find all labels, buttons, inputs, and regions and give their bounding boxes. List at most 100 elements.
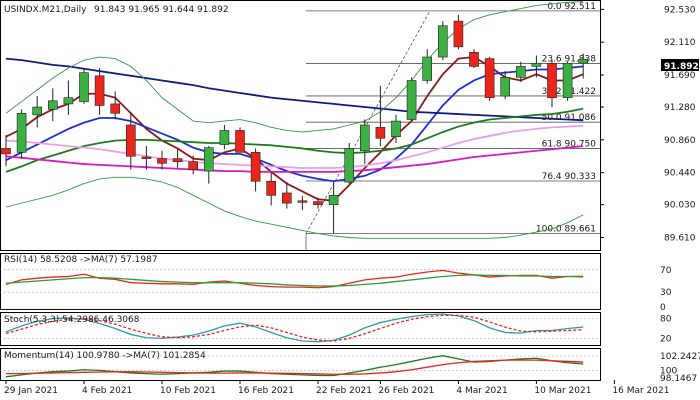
candle-body-33: [515, 66, 526, 78]
overlay-ma_green-3: [5, 107, 584, 173]
price-badge: 91.892: [661, 59, 699, 72]
x-tick-label-1: 4 Feb 2021: [82, 386, 132, 396]
rsi-ytick-label-0: 70: [660, 266, 672, 276]
price-ytick-label-3: 91.280: [664, 103, 696, 113]
candle-body-32: [500, 77, 511, 97]
overlay-ma_magenta-5: [5, 145, 584, 173]
candle-body-15: [235, 130, 245, 153]
price-ytick-label-1: 92.110: [664, 38, 696, 48]
momentum-title: Momentum(14) 100.9780 ->MA(7) 101.2854: [4, 351, 206, 361]
candle-body-25: [391, 120, 401, 138]
candle-body-3: [47, 100, 58, 110]
stoch-ytick-label-0: 80: [660, 315, 672, 325]
candle-body-10: [157, 158, 167, 164]
panel-frame-2: [0, 312, 601, 346]
candle-body-20: [313, 201, 323, 205]
candle-body-5: [79, 72, 89, 102]
momentum-series-1: [6, 359, 584, 375]
fib-label-6: 100.0 89.661: [536, 225, 596, 235]
candle-body-34: [531, 62, 542, 67]
x-tick-label-2: 10 Feb 2021: [160, 386, 216, 396]
stoch-series-1: [5, 314, 584, 342]
candle-body-22: [344, 148, 355, 183]
rsi-ytick-label-2: 0: [660, 303, 666, 313]
x-tick-label-3: 16 Feb 2021: [238, 386, 294, 396]
price-badge-value: 91.892: [664, 62, 699, 72]
candle-body-24: [375, 127, 386, 139]
overlay-ma_long-2: [5, 57, 584, 122]
overlay-bollinger-6: [5, 1, 584, 133]
rsi-panel: 70 30 0: [0, 266, 672, 313]
price-ytick-label-6: 90.030: [664, 201, 696, 211]
price-ytick-label-5: 90.440: [664, 169, 696, 179]
stoch-panel: 80 20: [0, 313, 672, 344]
x-tick-label-8: 16 Mar 2021: [612, 386, 669, 396]
candle-body-1: [16, 112, 27, 153]
momentum-ytick-label-2: 98.1467: [660, 374, 697, 384]
fib-label-1: 23.6 91.838: [542, 54, 597, 64]
x-tick-label-7: 10 Mar 2021: [534, 386, 591, 396]
panel-frames: [0, 0, 601, 381]
x-tick-label-6: 4 Mar 2021: [456, 386, 507, 396]
x-tick-label-0: 29 Jan 2021: [4, 386, 58, 396]
candle-body-29: [453, 20, 464, 48]
chart-ohlc: 91.843 91.965 91.644 91.892: [94, 5, 229, 15]
momentum-ytick-label-0: 102.2427: [660, 352, 700, 362]
fib-label-4: 61.8 90.750: [542, 139, 597, 149]
chart-symbol: USINDX.M21,Daily: [4, 5, 87, 15]
x-axis: 29 Jan 2021 4 Feb 2021 10 Feb 2021 16 Feb 2…: [4, 380, 669, 396]
candle-body-26: [406, 80, 417, 120]
candle-body-14: [219, 130, 230, 145]
candle-body-12: [188, 161, 198, 170]
candle-body-23: [359, 124, 370, 152]
candle-body-9: [141, 156, 152, 159]
price-ytick-label-4: 90.860: [664, 136, 696, 146]
candle-body-11: [172, 158, 183, 163]
candle-body-37: [578, 58, 589, 64]
rsi-series-1: [5, 274, 584, 287]
candle-body-13: [204, 147, 214, 172]
overlay-ma_fast-0: [5, 56, 584, 202]
momentum-ytick-label-1: 100: [660, 366, 677, 376]
candle-body-16: [250, 152, 261, 182]
candle-body-21: [328, 195, 339, 205]
x-tick-label-4: 22 Feb 2021: [316, 386, 372, 396]
fib-trend-line: [305, 10, 431, 234]
overlay-ma_pink-4: [5, 124, 584, 169]
stoch-title: Stoch(5,3,3) 54.2986 46.3068: [4, 315, 140, 325]
rsi-series-0: [5, 269, 584, 289]
fib-label-0: 0.0 92.511: [547, 2, 596, 12]
price-ytick-label-7: 89.610: [664, 234, 696, 244]
candle-body-30: [469, 52, 479, 67]
candle-body-18: [281, 192, 292, 204]
candle-body-28: [437, 25, 448, 58]
candle-body-31: [484, 58, 495, 98]
candle-body-0: [1, 148, 11, 155]
fib-label-3: 50.0 91.086: [542, 113, 597, 123]
price-ytick-label-0: 92.530: [664, 5, 696, 15]
panel-frame-1: [0, 253, 601, 310]
stoch-ytick-label-1: 20: [660, 334, 672, 344]
candle-body-36: [562, 62, 573, 98]
panel-frame-3: [0, 348, 601, 381]
candle-body-8: [126, 124, 136, 157]
candle-body-27: [422, 56, 433, 81]
rsi-title: RSI(14) 58.5208 ->MA(7) 57.1987: [4, 255, 158, 265]
candle-body-6: [94, 75, 105, 106]
candle-body-4: [63, 97, 74, 105]
stoch-series-0: [5, 313, 584, 343]
x-tick-label-5: 26 Feb 2021: [378, 386, 434, 396]
candle-body-2: [32, 106, 43, 116]
rsi-ytick-label-1: 30: [660, 288, 672, 298]
panel-frame-0: [0, 0, 601, 251]
fib-label-5: 76.4 90.333: [542, 172, 596, 182]
candle-body-35: [547, 62, 557, 98]
price-ytick-label-2: 91.690: [664, 71, 696, 81]
candle-body-17: [266, 180, 277, 196]
overlay-bollinger-7: [5, 176, 584, 239]
candle-body-7: [110, 103, 120, 114]
candle-body-19: [297, 200, 308, 203]
